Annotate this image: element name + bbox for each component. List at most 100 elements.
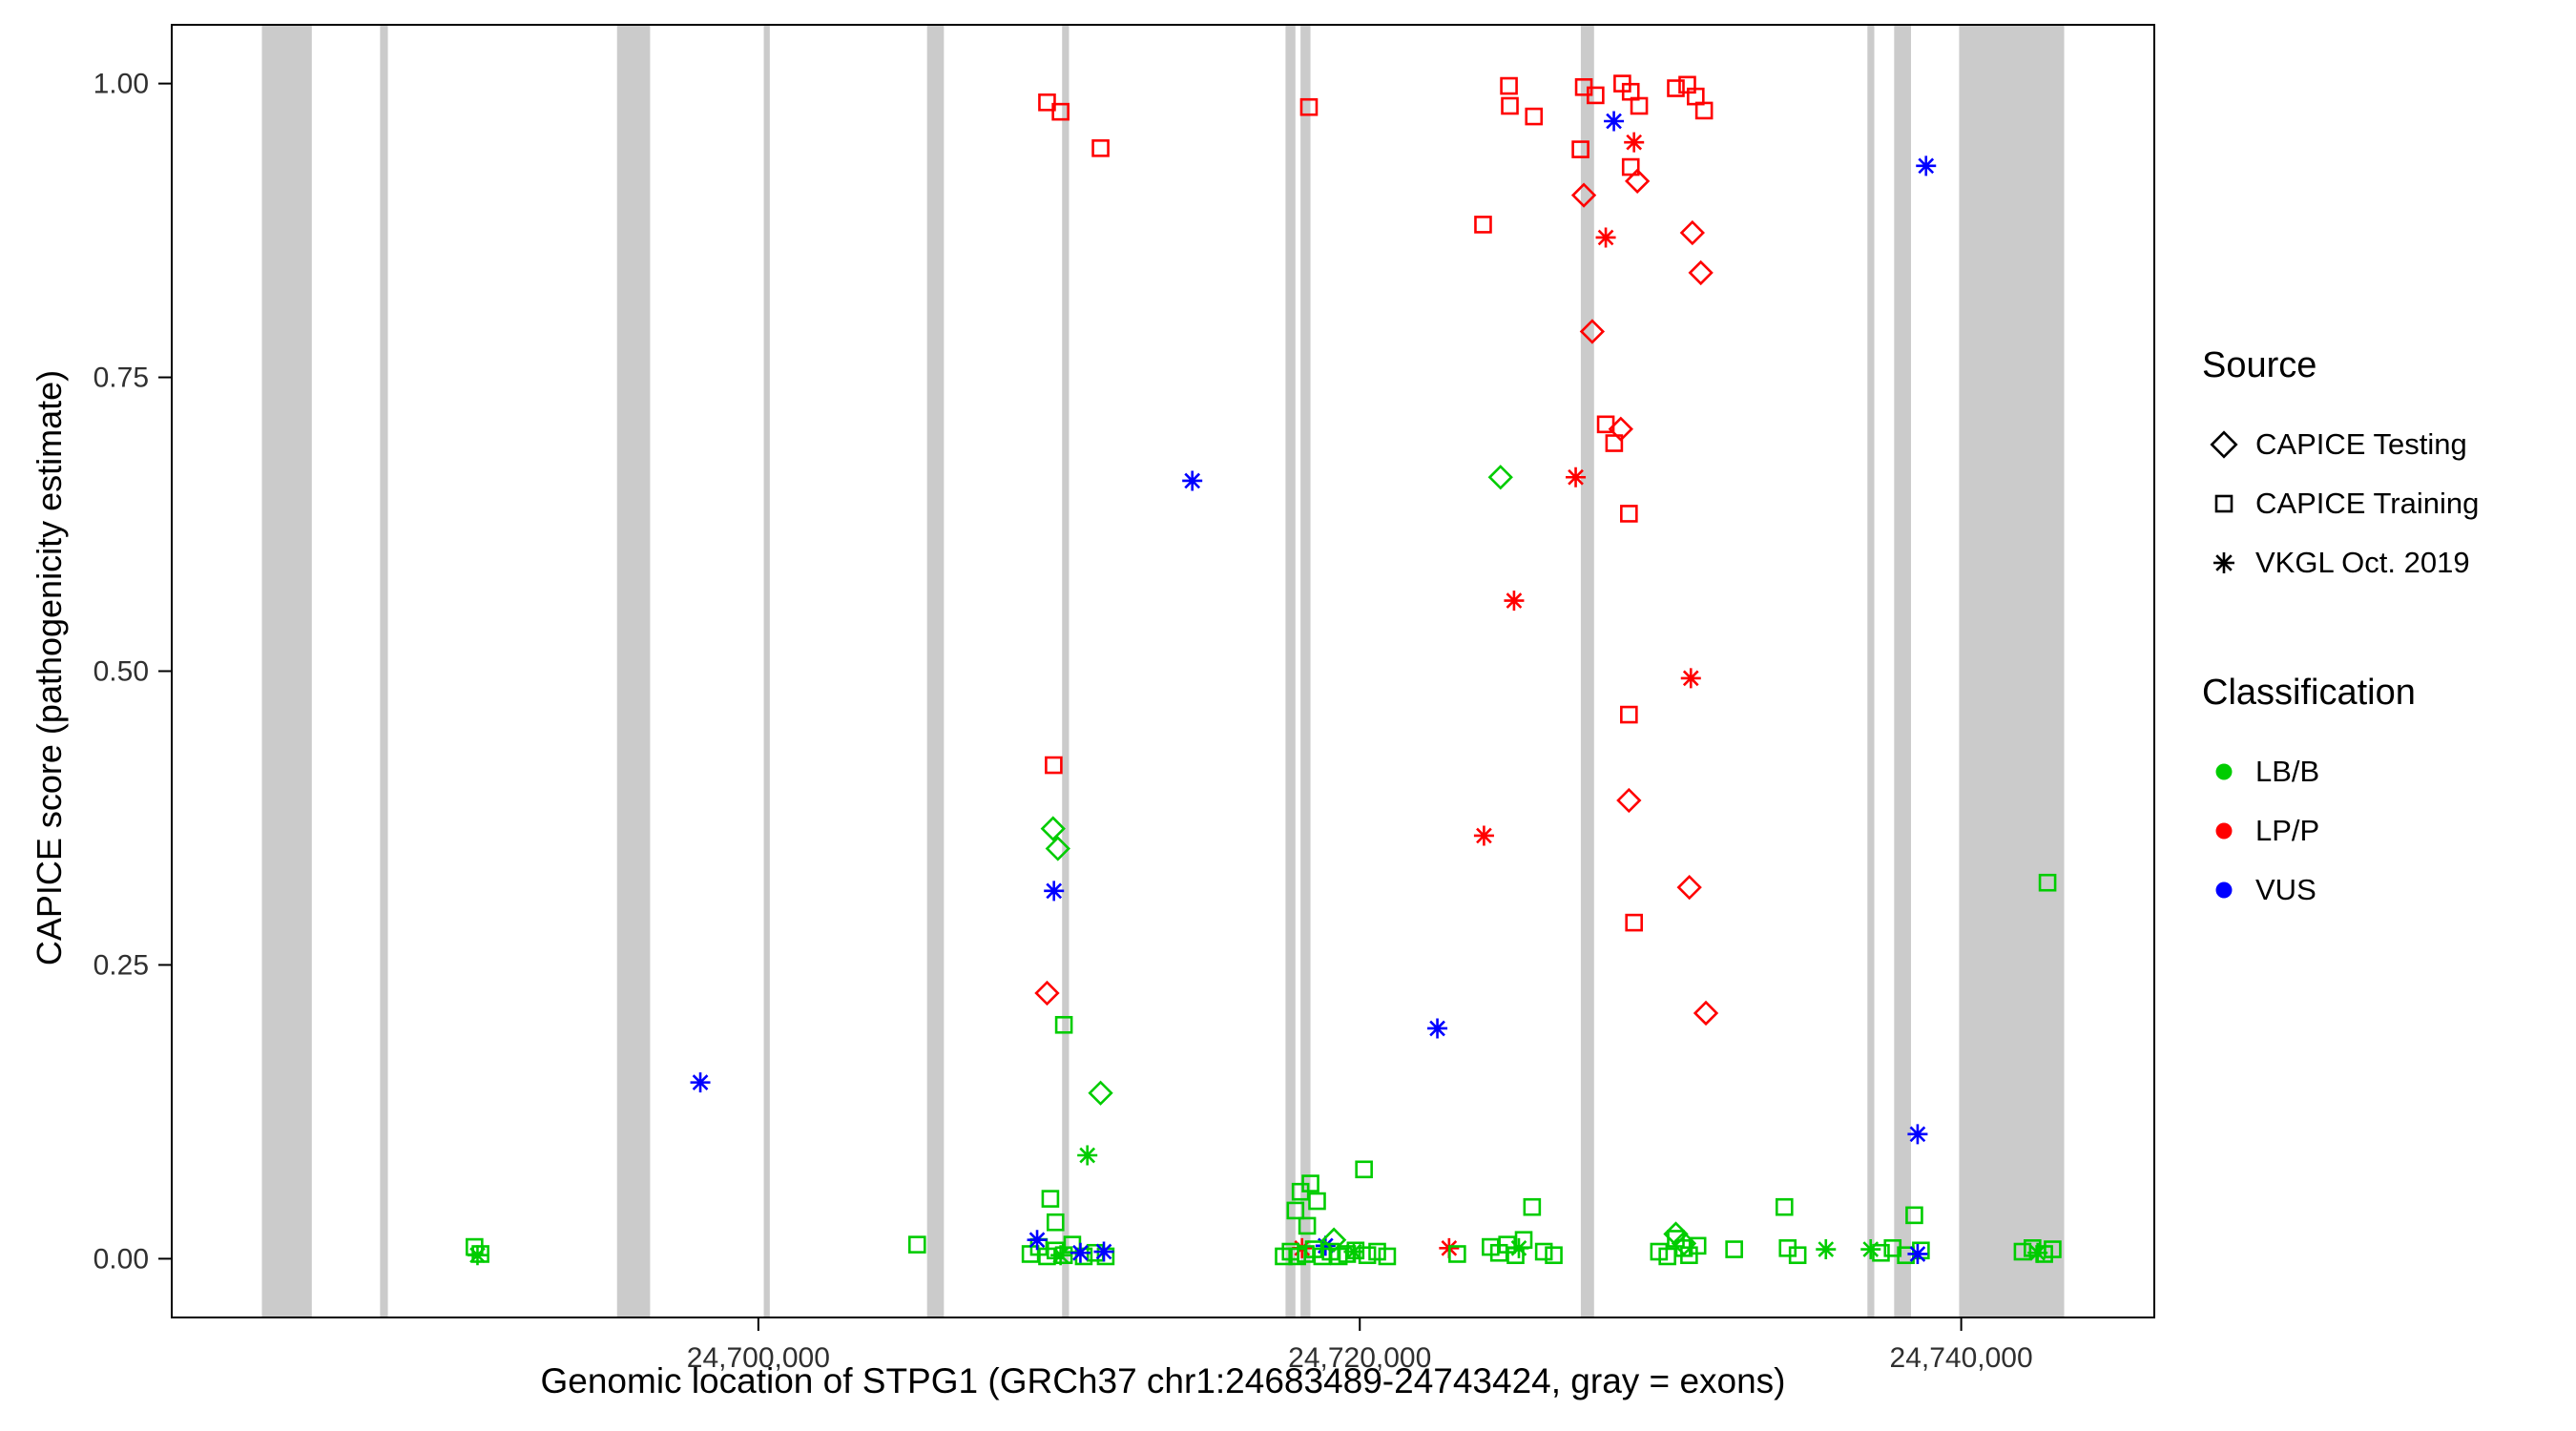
legend-item-label: CAPICE Training (2255, 487, 2480, 520)
point-square (1378, 1247, 1397, 1266)
point-square (1299, 97, 1319, 116)
point-square (2044, 1240, 2062, 1258)
point-square (1286, 1201, 1305, 1220)
point-square (1525, 107, 1544, 126)
point-asterisk (1860, 1239, 1881, 1260)
point-asterisk (1907, 1124, 1928, 1145)
point-square (1658, 1247, 1676, 1266)
point-asterisk (1044, 881, 1065, 902)
point-diamond (1676, 875, 1702, 901)
square-icon (2214, 494, 2233, 513)
exon-band (616, 25, 651, 1317)
point-square (1301, 1174, 1319, 1192)
y-tick-label: 0.25 (93, 949, 149, 981)
point-square (1620, 705, 1638, 724)
point-square (2024, 1239, 2042, 1257)
point-asterisk (1093, 1241, 1114, 1262)
point-square (1605, 434, 1624, 452)
point-diamond (1625, 168, 1651, 194)
point-square (1298, 1216, 1317, 1235)
point-square (1775, 1197, 1794, 1216)
x-tick-label: 24,740,000 (1890, 1342, 2033, 1374)
point-square (1474, 216, 1492, 234)
point-diamond (1688, 259, 1714, 286)
vus-dot-icon (2215, 881, 2233, 899)
x-axis-title: Genomic location of STPG1 (GRCh37 chr1:2… (540, 1361, 1786, 1400)
point-asterisk (1077, 1145, 1098, 1166)
exon-band (1959, 25, 2065, 1317)
point-square (1054, 1015, 1073, 1034)
point-diamond (1579, 319, 1606, 344)
point-square (1358, 1246, 1377, 1265)
point-asterisk (1566, 467, 1587, 487)
point-square (1725, 1240, 1743, 1258)
point-asterisk (1816, 1239, 1837, 1260)
point-square (907, 1235, 926, 1254)
point-square (1667, 79, 1685, 97)
exon-band (1867, 25, 1875, 1317)
point-square (1587, 86, 1605, 105)
point-asterisk (1182, 470, 1203, 491)
point-square (1046, 1213, 1065, 1232)
point-asterisk (1680, 668, 1701, 689)
legend-item-label: VKGL Oct. 2019 (2255, 546, 2470, 579)
lbb-dot-icon (2215, 763, 2233, 780)
point-square (1523, 1197, 1542, 1216)
point-asterisk (2027, 1242, 2048, 1263)
x-tick-label: 24,720,000 (1288, 1342, 1431, 1374)
point-asterisk (1070, 1242, 1091, 1263)
point-square (1788, 1246, 1807, 1265)
legend-item-label: CAPICE Testing (2255, 427, 2467, 461)
exon-band (261, 25, 312, 1317)
point-diamond (1034, 980, 1060, 1006)
point-asterisk (1595, 227, 1616, 248)
point-square (1630, 96, 1649, 115)
point-diamond (1570, 182, 1597, 208)
point-asterisk (1027, 1230, 1048, 1251)
point-square (1596, 415, 1615, 434)
point-square (1045, 756, 1063, 775)
point-square (1355, 1160, 1373, 1179)
point-square (1500, 76, 1518, 95)
y-tick-label: 0.00 (93, 1243, 149, 1275)
exon-band (380, 25, 388, 1317)
point-square (2038, 873, 2057, 892)
x-tick-label: 24,700,000 (687, 1342, 830, 1374)
legend-item-capice-training: CAPICE Training (2202, 474, 2576, 533)
point-asterisk (1604, 111, 1625, 132)
point-square (1368, 1242, 1386, 1261)
point-diamond (1663, 1221, 1689, 1247)
diamond-icon (2210, 430, 2238, 459)
point-square (1091, 139, 1110, 157)
point-asterisk (1907, 1243, 1928, 1264)
point-square (1545, 1246, 1563, 1265)
point-diamond (1045, 836, 1070, 861)
point-square (1620, 505, 1638, 523)
legend-item-vus: VUS (2202, 861, 2576, 920)
point-asterisk (1504, 591, 1525, 612)
exon-band (1062, 25, 1070, 1317)
point-square (1501, 96, 1519, 115)
point-asterisk (1427, 1018, 1448, 1039)
point-square (1038, 93, 1056, 112)
legend: Source CAPICE Testing CAPICE Training VK… (2202, 345, 2576, 920)
y-axis-title: CAPICE score (pathogenicity estimate) (30, 369, 69, 966)
legend-source-title: Source (2202, 345, 2317, 385)
legend-item-label: LP/P (2255, 814, 2320, 847)
legend-classification-title: Classification (2202, 673, 2416, 713)
point-square (1534, 1242, 1553, 1261)
exon-band (1894, 25, 1911, 1317)
point-diamond (1671, 1231, 1697, 1256)
legend-item-label: LB/B (2255, 755, 2320, 788)
point-diamond (1616, 787, 1642, 814)
exon-band (1580, 25, 1594, 1317)
y-tick-label: 1.00 (93, 69, 149, 100)
point-asterisk (467, 1245, 488, 1266)
point-asterisk (1315, 1235, 1336, 1256)
y-tick-label: 0.50 (93, 656, 149, 688)
lpp-dot-icon (2215, 822, 2233, 840)
y-tick-label: 0.75 (93, 363, 149, 394)
point-square (1041, 1190, 1060, 1208)
